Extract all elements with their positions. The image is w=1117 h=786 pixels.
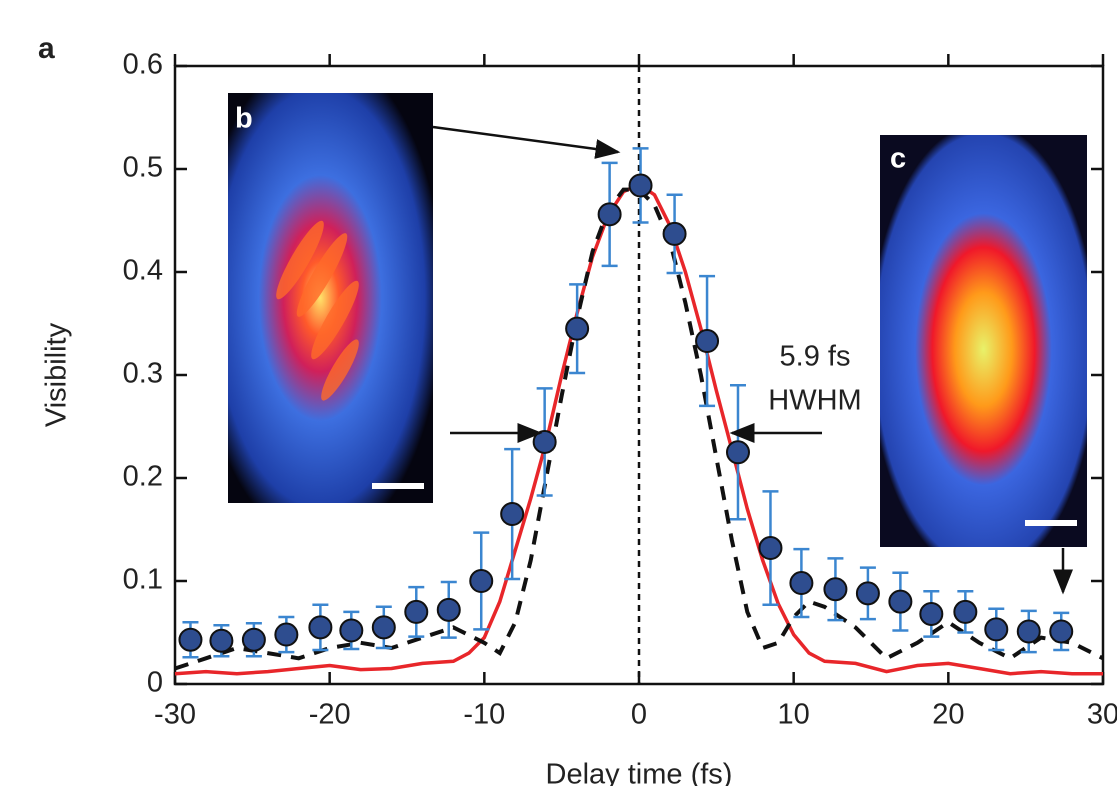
data-point: [954, 601, 976, 623]
data-point: [340, 619, 362, 641]
data-point: [210, 630, 232, 652]
chart: 0 0.1 0.2 0.3 0.4 0.5 0.6 -30 -20 -10 0 10 20 30 b c …: [0, 0, 1117, 786]
data-point: [985, 618, 1007, 640]
data-point: [664, 223, 686, 245]
x-tick-label: -10: [463, 699, 505, 731]
data-point: [790, 572, 812, 594]
data-point: [1050, 620, 1072, 642]
data-point: [889, 591, 911, 613]
data-point: [470, 570, 492, 592]
page: {"chart_data": { "type": "scatter", "pan…: [0, 0, 1117, 786]
inset-label: c: [890, 143, 906, 175]
panel-label: a: [38, 32, 55, 65]
y-tick-label: 0.6: [123, 49, 163, 81]
data-point: [501, 503, 523, 525]
data-point: [243, 629, 265, 651]
data-point: [179, 629, 201, 651]
x-tick-label: 10: [778, 699, 810, 731]
data-point: [696, 330, 718, 352]
data-point: [405, 601, 427, 623]
data-point: [920, 603, 942, 625]
data-point: [309, 616, 331, 638]
x-tick-label: 0: [631, 699, 647, 731]
data-point: [599, 203, 621, 225]
inset-image-c: [880, 135, 1087, 547]
x-tick-label: -20: [309, 699, 351, 731]
data-point: [275, 624, 297, 646]
data-point: [727, 441, 749, 463]
x-axis-title: Delay time (fs): [546, 759, 733, 786]
inset-label: b: [235, 103, 253, 135]
insets: b c 5.9 fs HWHM: [228, 93, 1087, 592]
data-point: [566, 318, 588, 340]
data-point: [1018, 620, 1040, 642]
y-tick-label: 0.1: [123, 564, 163, 596]
data-point: [630, 174, 652, 196]
y-tick-label: 0.5: [123, 152, 163, 184]
inset-image-b: [228, 93, 433, 503]
x-tick-label: -30: [154, 699, 196, 731]
arrow: [433, 127, 618, 152]
y-axis-title: Visibility: [41, 322, 73, 427]
y-tick-label: 0: [147, 667, 163, 699]
scale-bar: [372, 483, 424, 489]
data-point: [759, 537, 781, 559]
x-tick-label: 20: [932, 699, 964, 731]
annotation: 5.9 fs: [780, 341, 851, 373]
data-point: [824, 578, 846, 600]
data-point: [857, 582, 879, 604]
data-point: [438, 599, 460, 621]
y-tick-label: 0.2: [123, 461, 163, 493]
scale-bar: [1025, 520, 1077, 526]
y-tick-label: 0.4: [123, 255, 163, 287]
y-tick-label: 0.3: [123, 358, 163, 390]
data-point: [373, 616, 395, 638]
x-tick-label: 30: [1087, 699, 1117, 731]
annotation: HWHM: [768, 385, 861, 417]
